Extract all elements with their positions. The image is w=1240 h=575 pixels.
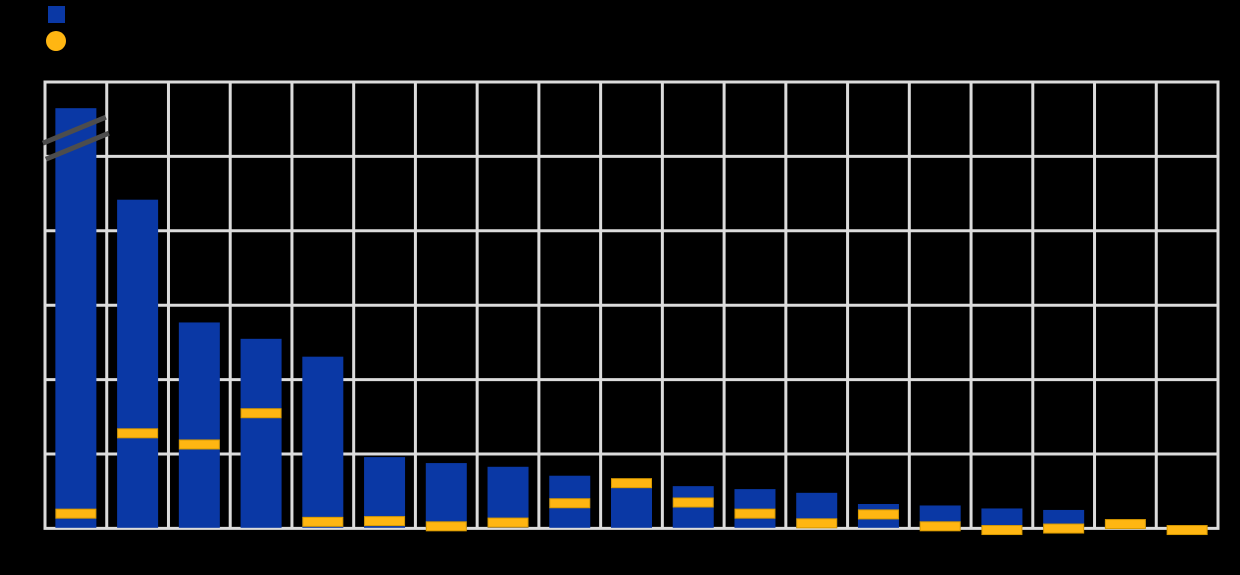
dash-marker bbox=[611, 478, 652, 489]
bar bbox=[981, 508, 1023, 528]
dash-marker bbox=[549, 498, 591, 509]
bar bbox=[734, 489, 776, 528]
chart-legend bbox=[0, 0, 300, 60]
dash-marker bbox=[487, 517, 529, 528]
dash-marker bbox=[117, 428, 159, 439]
bar bbox=[1043, 509, 1085, 528]
dash-marker bbox=[178, 439, 220, 450]
legend-item-markers bbox=[46, 31, 74, 51]
bar bbox=[425, 463, 467, 528]
legend-item-bars bbox=[48, 6, 73, 23]
axis-break-icon bbox=[44, 130, 110, 162]
dash-marker bbox=[919, 521, 961, 532]
bar bbox=[240, 338, 282, 528]
dash-marker bbox=[240, 408, 282, 419]
dash-marker bbox=[364, 516, 406, 527]
dash-marker bbox=[672, 497, 714, 508]
dash-marker bbox=[425, 521, 467, 532]
bar bbox=[364, 457, 406, 528]
axis-break-icon bbox=[41, 114, 107, 146]
dash-marker bbox=[734, 508, 776, 519]
bar bbox=[117, 199, 159, 528]
dash-marker bbox=[981, 525, 1023, 536]
dash-marker bbox=[1166, 525, 1208, 536]
bar-series-swatch-icon bbox=[48, 6, 65, 23]
bar bbox=[178, 322, 220, 528]
dash-marker bbox=[1043, 523, 1085, 534]
bar bbox=[302, 356, 344, 528]
dash-marker bbox=[796, 518, 838, 529]
dash-marker bbox=[302, 516, 344, 527]
bar bbox=[55, 108, 97, 528]
dash-marker bbox=[55, 508, 97, 519]
dash-marker bbox=[1104, 519, 1146, 530]
dash-marker bbox=[857, 509, 899, 520]
dash-marker-series-swatch-icon bbox=[46, 31, 66, 51]
